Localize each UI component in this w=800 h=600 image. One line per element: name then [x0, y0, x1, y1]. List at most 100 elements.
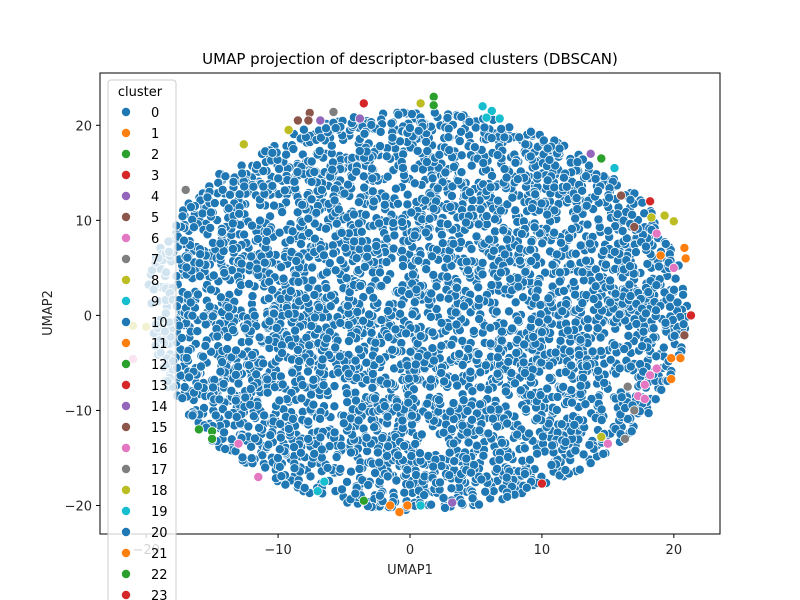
data-point	[217, 357, 228, 368]
data-point	[577, 185, 588, 196]
data-point	[314, 302, 325, 313]
data-point	[432, 183, 443, 194]
data-point	[514, 132, 525, 143]
data-point	[222, 344, 233, 355]
legend-marker	[121, 107, 132, 118]
data-point	[194, 258, 205, 269]
data-point	[230, 395, 241, 406]
data-point	[390, 183, 401, 194]
data-point	[547, 440, 558, 451]
data-point	[643, 287, 654, 298]
data-point	[354, 113, 365, 124]
data-point	[495, 205, 506, 216]
data-point	[651, 351, 662, 362]
data-point	[415, 500, 426, 511]
data-point	[307, 262, 318, 273]
data-point	[277, 379, 288, 390]
data-point	[565, 259, 576, 270]
data-point	[322, 462, 333, 473]
data-point	[406, 109, 417, 120]
data-point	[299, 482, 310, 493]
data-point	[669, 330, 680, 341]
data-point	[537, 431, 548, 442]
data-point	[274, 395, 285, 406]
data-point	[570, 289, 581, 300]
data-point	[367, 186, 378, 197]
data-point	[478, 450, 489, 461]
data-point	[471, 231, 482, 242]
data-point	[233, 438, 244, 449]
y-axis-label: UMAP2	[41, 290, 56, 336]
x-axis-label: UMAP1	[387, 563, 433, 578]
data-point	[651, 280, 662, 291]
data-point	[374, 490, 385, 501]
data-point	[463, 437, 474, 448]
data-point	[537, 238, 548, 249]
data-point	[342, 300, 353, 311]
data-point	[457, 335, 468, 346]
data-point	[520, 266, 531, 277]
data-point	[614, 363, 625, 374]
data-point	[570, 248, 581, 259]
data-point	[406, 410, 417, 421]
data-point	[675, 353, 686, 364]
data-point	[448, 398, 459, 409]
data-point	[258, 358, 269, 369]
data-point	[415, 331, 426, 342]
data-point	[246, 441, 257, 452]
legend-marker	[121, 505, 132, 516]
data-point	[352, 306, 363, 317]
data-point	[369, 422, 380, 433]
data-point	[454, 348, 465, 359]
data-point	[421, 264, 432, 275]
data-point	[501, 172, 512, 183]
data-point	[519, 367, 530, 378]
data-point	[230, 369, 241, 380]
data-point	[506, 368, 517, 379]
data-point	[485, 322, 496, 333]
data-point	[551, 249, 562, 260]
data-point	[686, 310, 697, 321]
data-point	[596, 431, 607, 442]
data-point	[510, 157, 521, 168]
data-point	[425, 374, 436, 385]
data-point	[287, 367, 298, 378]
data-point	[570, 445, 581, 456]
data-point	[406, 450, 417, 461]
data-point	[488, 245, 499, 256]
data-point	[364, 309, 375, 320]
data-point	[252, 233, 263, 244]
data-point	[289, 463, 300, 474]
data-point	[448, 238, 459, 249]
data-point	[268, 200, 279, 211]
data-point	[348, 209, 359, 220]
data-point	[263, 293, 274, 304]
data-point	[420, 227, 431, 238]
data-point	[601, 259, 612, 270]
data-point	[273, 173, 284, 184]
y-tick-label: 20	[75, 119, 92, 134]
data-point	[593, 214, 604, 225]
data-point	[390, 324, 401, 335]
data-point	[660, 238, 671, 249]
data-point	[574, 464, 585, 475]
data-point	[492, 352, 503, 363]
data-point	[295, 447, 306, 458]
data-point	[339, 188, 350, 199]
data-point	[590, 173, 601, 184]
data-point	[473, 293, 484, 304]
data-point	[536, 327, 547, 338]
data-point	[468, 325, 479, 336]
data-point	[243, 336, 254, 347]
data-point	[275, 418, 286, 429]
data-point	[442, 271, 453, 282]
data-point	[491, 306, 502, 317]
data-point	[318, 250, 329, 261]
data-point	[584, 160, 595, 171]
data-point	[236, 258, 247, 269]
data-point	[409, 163, 420, 174]
data-point	[492, 150, 503, 161]
data-point	[574, 349, 585, 360]
data-point	[321, 333, 332, 344]
